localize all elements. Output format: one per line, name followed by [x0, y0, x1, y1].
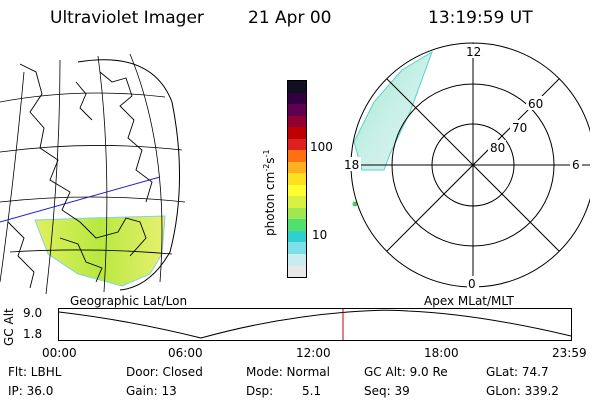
mlt-label-0: 0 [468, 277, 476, 291]
time-tick-1800: 18:00 [424, 346, 459, 360]
colorbar-segment [288, 173, 306, 185]
glat-info: GLat: 74.7 [486, 365, 549, 379]
door-info: Door: Closed [126, 365, 203, 379]
colorbar-segment [288, 127, 306, 139]
glon-info: GLon: 339.2 [486, 384, 559, 398]
dsp-label: Dsp: [246, 384, 274, 398]
colorbar-unit-label: photon cm-2s-1 [262, 149, 277, 236]
orbit-altitude-plot [58, 308, 572, 341]
mlat-label-80: 80 [490, 141, 505, 155]
geographic-map [0, 53, 186, 295]
time-label: 13:19:59 UT [428, 8, 533, 28]
colorbar-segment [288, 92, 306, 105]
colorbar-segment [288, 184, 306, 197]
colorbar-segment [288, 253, 306, 266]
colorbar-segment [288, 230, 306, 243]
colorbar-segment [288, 138, 306, 151]
orbit-y-top: 9.0 [23, 306, 43, 320]
mode-info: Mode: Normal [246, 365, 330, 379]
orbit-ylabel: GC Alt [2, 308, 16, 346]
time-tick-0000: 00:00 [42, 346, 77, 360]
mlt-label-18: 18 [344, 158, 359, 172]
mlat-label-70: 70 [512, 121, 527, 135]
colorbar [287, 80, 307, 278]
colorbar-segment [288, 265, 306, 278]
orbit-y-bottom: 1.8 [23, 327, 43, 341]
dsp-value: 5.1 [302, 384, 322, 398]
mlt-label-6: 6 [572, 158, 580, 172]
colorbar-segment [288, 196, 306, 208]
colorbar-segment [288, 161, 306, 174]
mlt-label-12: 12 [466, 45, 481, 59]
time-tick-2359: 23:59 [552, 346, 587, 360]
colorbar-tick-10: 10 [312, 228, 328, 242]
geographic-panel-label: Geographic Lat/Lon [70, 294, 188, 308]
gc-alt-info: GC Alt: 9.0 Re [364, 365, 448, 379]
ip-info: IP: 36.0 [8, 384, 54, 398]
apex-panel-label: Apex MLat/MLT [424, 294, 514, 308]
polar-mlat-mlt-plot: 12 60 70 80 18 6 0 [343, 42, 590, 291]
colorbar-segment [288, 219, 306, 231]
colorbar-segment [288, 104, 306, 116]
seq-info: Seq: 39 [364, 384, 410, 398]
instrument-title: Ultraviolet Imager [50, 8, 204, 28]
time-tick-0600: 06:00 [168, 346, 203, 360]
colorbar-segment [288, 242, 306, 254]
filter-info: Flt: LBHL [8, 365, 62, 379]
colorbar-segment [288, 150, 306, 162]
colorbar-segment [288, 81, 306, 93]
mlat-label-60: 60 [528, 97, 543, 111]
gain-info: Gain: 13 [126, 384, 177, 398]
colorbar-segment [288, 207, 306, 220]
colorbar-tick-100: 100 [310, 140, 333, 154]
time-tick-1200: 12:00 [296, 346, 331, 360]
colorbar-segment [288, 115, 306, 128]
date-label: 21 Apr 00 [248, 8, 332, 28]
